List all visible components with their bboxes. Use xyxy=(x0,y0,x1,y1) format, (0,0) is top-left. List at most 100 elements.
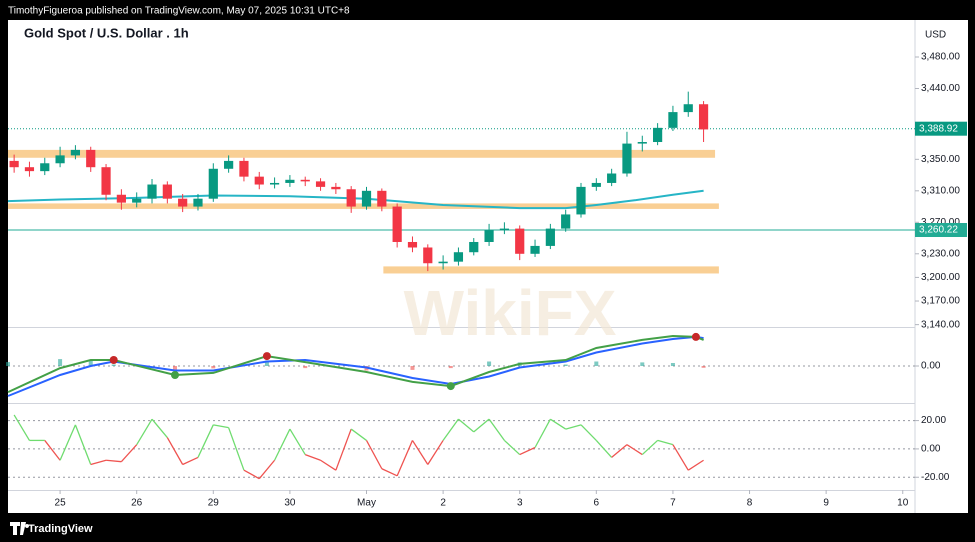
oscillator-segment xyxy=(565,424,582,430)
candle-body xyxy=(469,241,479,253)
y-tick-label: 3,350.00 xyxy=(921,154,960,165)
oscillator-segment xyxy=(611,444,628,458)
candle-body xyxy=(55,155,65,164)
candle-body xyxy=(499,228,509,231)
footer-logo xyxy=(10,522,30,535)
oscillator-segment xyxy=(672,444,689,471)
oscillator-segment xyxy=(44,440,61,461)
y-tick-label: 3,230.00 xyxy=(921,248,960,259)
x-tick-label: 7 xyxy=(670,498,676,509)
y-tick-label: 3,310.00 xyxy=(921,185,960,196)
histogram-bar xyxy=(487,361,492,366)
oscillator-segment xyxy=(120,444,138,463)
histogram-bar xyxy=(111,364,116,366)
oscillator-segment xyxy=(580,424,597,441)
y-tick-label: 3,140.00 xyxy=(921,319,960,330)
oscillator-segment xyxy=(550,418,567,430)
candle-body xyxy=(637,142,647,144)
y-tick-label: 3,440.00 xyxy=(921,83,960,94)
oscillator-segment xyxy=(335,428,352,471)
oscillator-segment xyxy=(90,459,107,466)
oscillator-segment xyxy=(687,459,704,471)
y-tick-label: 3,170.00 xyxy=(921,296,960,307)
histogram-bar xyxy=(172,366,177,371)
support-zone xyxy=(8,149,716,158)
candle-body xyxy=(591,182,601,187)
y-tick-label: 3,270.00 xyxy=(921,217,960,228)
oscillator-segment xyxy=(289,428,306,455)
candle-body xyxy=(407,241,418,248)
cross-dot xyxy=(262,352,271,361)
candle-body xyxy=(9,160,19,168)
candle-body xyxy=(193,198,203,207)
candle-body xyxy=(269,182,280,185)
oscillator-segment xyxy=(641,439,659,456)
oscillator-segment xyxy=(182,456,199,466)
oscillator-segment xyxy=(350,428,367,441)
oscillator-segment xyxy=(365,440,383,470)
candle-body xyxy=(162,184,172,199)
oscillator-segment xyxy=(519,446,536,456)
candle-body xyxy=(484,230,494,242)
oscillator-segment xyxy=(626,444,643,456)
x-tick-label: 10 xyxy=(897,498,909,509)
histogram-bar xyxy=(211,366,216,369)
oscillator-segment xyxy=(305,453,321,461)
histogram-bar xyxy=(448,366,453,369)
oscillator-segment xyxy=(458,418,475,433)
candle-body xyxy=(116,194,126,203)
oscillator-segment xyxy=(228,427,245,471)
candle-body xyxy=(515,228,525,254)
histogram-bar xyxy=(303,366,308,369)
histogram-bar xyxy=(410,366,415,370)
level-label: 3,260.22 xyxy=(919,225,958,236)
candle-body xyxy=(315,181,326,187)
histogram-bar xyxy=(563,364,568,366)
last-price-label: 3,388.92 xyxy=(919,123,958,134)
x-tick-label: 8 xyxy=(747,498,753,509)
histogram-bar xyxy=(58,359,63,366)
x-tick-label: May xyxy=(357,498,376,509)
candle-body xyxy=(285,179,295,183)
oscillator-segment xyxy=(13,414,31,441)
candle-body xyxy=(300,179,310,182)
support-zone xyxy=(383,266,719,274)
candle-body xyxy=(683,104,693,113)
histogram-bar xyxy=(264,360,269,366)
oscillator-segment xyxy=(59,424,77,461)
histogram-bar xyxy=(640,362,645,366)
currency-label: USD xyxy=(925,30,946,41)
x-tick-label: 9 xyxy=(823,498,829,509)
oscillator-segment xyxy=(427,440,444,465)
candle-body xyxy=(24,167,35,172)
candle-body xyxy=(70,149,81,156)
x-tick-label: 3 xyxy=(517,498,523,509)
cross-dot xyxy=(446,382,455,391)
oscillator-segment xyxy=(473,418,490,433)
candle-body xyxy=(668,112,678,128)
candle-body xyxy=(331,186,341,190)
histogram-bar xyxy=(670,363,675,366)
candle-body xyxy=(653,127,663,143)
histogram-bar xyxy=(6,362,10,366)
candle-body xyxy=(86,149,96,168)
header-text: TimothyFigueroa published on TradingView… xyxy=(8,6,350,17)
oscillator-segment xyxy=(396,440,414,477)
oscillator-segment xyxy=(595,439,613,458)
candle-body xyxy=(530,245,540,254)
candle-body xyxy=(224,160,234,169)
level-tag xyxy=(915,223,967,238)
x-tick-label: 6 xyxy=(594,498,600,509)
oscillator-segment xyxy=(320,459,337,471)
histogram-bar xyxy=(88,360,93,366)
y-tick-label: 3,200.00 xyxy=(921,272,960,283)
candle-body xyxy=(622,143,632,174)
y-tick-label: 3,480.00 xyxy=(921,52,960,63)
candle-body xyxy=(392,206,402,242)
cross-dot xyxy=(170,371,179,379)
x-tick-label: 2 xyxy=(440,498,446,509)
x-tick-label: 26 xyxy=(131,498,143,509)
candle-body xyxy=(208,168,218,199)
cross-dot xyxy=(691,332,700,341)
